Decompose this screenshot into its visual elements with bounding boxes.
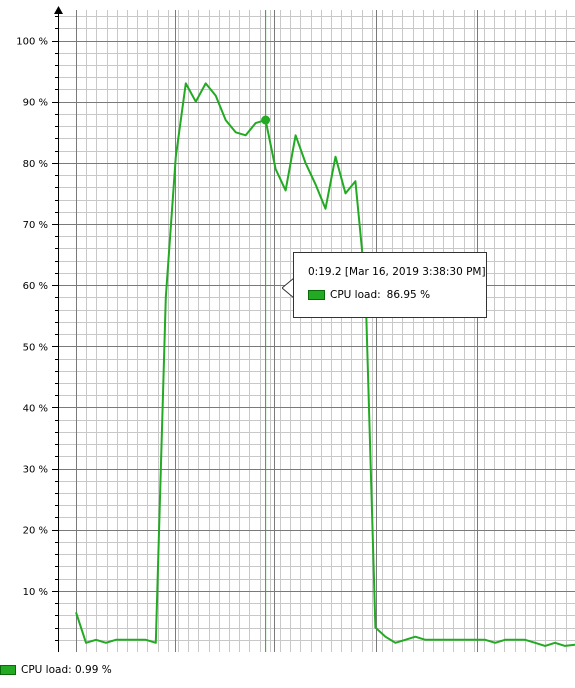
y-tick-label: 90 %	[23, 98, 48, 109]
series-cpu-load	[75, 10, 575, 652]
tooltip-series-label: CPU load:	[330, 289, 381, 301]
tooltip-time: 0:19.2 [Mar 16, 2019 3:38:30 PM]	[308, 266, 486, 278]
y-tick-label: 70 %	[23, 220, 48, 231]
y-tick-label: 60 %	[23, 281, 48, 292]
hover-tooltip: 0:19.2 [Mar 16, 2019 3:38:30 PM] CPU loa…	[293, 252, 487, 318]
y-tick-label: 100 %	[16, 37, 48, 48]
minor-grid	[58, 10, 575, 652]
hover-point[interactable]	[261, 115, 271, 125]
y-tick-label: 10 %	[23, 587, 48, 598]
y-tick-label: 80 %	[23, 159, 48, 170]
tooltip-series-value: 86.95 %	[386, 289, 431, 301]
major-grid	[58, 10, 575, 652]
tooltip-series-swatch	[308, 290, 325, 300]
y-tick-label: 40 %	[23, 403, 48, 414]
legend-swatch	[0, 665, 16, 675]
legend-label: CPU load: 0.99 %	[21, 664, 112, 676]
y-axis-arrow-icon	[54, 6, 63, 14]
y-tick-label: 20 %	[23, 526, 48, 537]
tooltip-series-row: CPU load: 86.95 %	[308, 289, 430, 301]
y-tick-label: 50 %	[23, 342, 48, 353]
legend: CPU load: 0.99 %	[0, 664, 112, 676]
y-axis: 10 % 20 % 30 % 40 % 50 % 60 % 70 % 80 % 90 % 100 …	[16, 6, 63, 652]
y-tick-label: 30 %	[23, 465, 48, 476]
series-line-cpu-load	[75, 82, 575, 647]
